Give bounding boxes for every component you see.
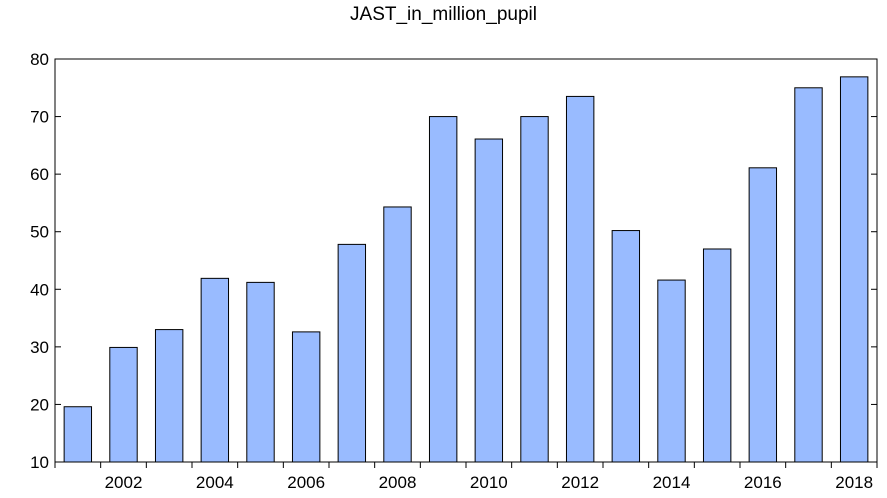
bar-2004 — [200, 277, 230, 463]
bar-2013 — [611, 230, 641, 463]
x-tick-label: 2006 — [287, 473, 325, 492]
bar-2003 — [154, 329, 184, 463]
bar-2007 — [337, 243, 367, 463]
y-tick-label: 80 — [30, 50, 49, 69]
y-tick-label: 40 — [30, 280, 49, 299]
y-axis: 10 20 30 40 50 60 70 80 — [30, 50, 877, 472]
bar-2006 — [291, 331, 321, 463]
y-tick-label: 20 — [30, 395, 49, 414]
bar-2005 — [246, 281, 275, 463]
x-tick-label: 2008 — [379, 473, 417, 492]
y-tick-label: 50 — [30, 223, 49, 242]
x-tick-label: 2002 — [105, 473, 143, 492]
bar-2001 — [63, 406, 93, 463]
x-tick-label: 2016 — [744, 473, 782, 492]
bar-2012 — [565, 95, 595, 463]
y-tick-label: 70 — [30, 108, 49, 127]
bar-2008 — [383, 206, 412, 463]
bar-2018 — [839, 76, 869, 463]
x-tick-label: 2004 — [196, 473, 234, 492]
y-tick-label: 30 — [30, 338, 49, 357]
x-tick-label: 2010 — [470, 473, 508, 492]
x-axis: 2002 2004 2006 2008 2010 2012 2014 2016 2018 — [54, 462, 878, 492]
bar-2017 — [794, 87, 823, 463]
x-tick-label: 2014 — [653, 473, 691, 492]
bar-2016 — [748, 167, 778, 463]
bar-2010 — [474, 138, 504, 463]
y-tick-label: 60 — [30, 165, 49, 184]
bar-2002 — [109, 346, 138, 463]
x-tick-label: 2018 — [835, 473, 873, 492]
bar-2015 — [702, 248, 732, 463]
y-tick-label: 10 — [30, 453, 49, 472]
x-tick-label: 2012 — [561, 473, 599, 492]
bar-2011 — [520, 116, 549, 463]
chart-title: JAST_in_million_pupil — [350, 4, 537, 25]
bar-2014 — [657, 279, 686, 463]
bars-group — [63, 76, 869, 463]
bar-2009 — [428, 116, 458, 463]
